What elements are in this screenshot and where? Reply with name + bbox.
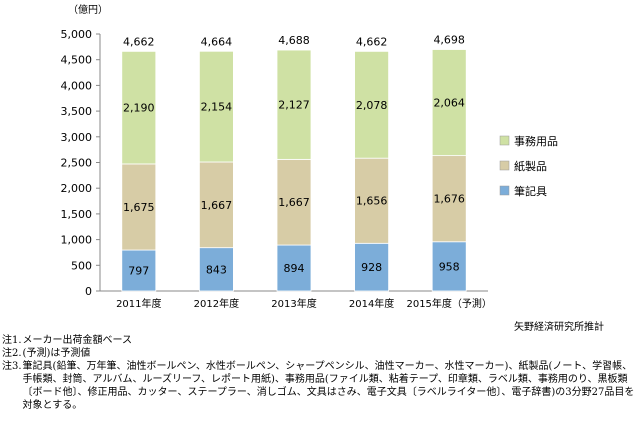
note-2-text: (予測)は予測値 [22, 348, 91, 359]
data-label: 1,675 [123, 201, 155, 214]
bar-segment-writing-instruments [431, 241, 467, 292]
note-3-text: 筆記具(鉛筆、万年筆、油性ボールペン、水性ボールペン、シャープペンシル、油性マー… [22, 361, 635, 411]
y-tick-label: 5,000 [61, 28, 93, 41]
y-axis-unit-label: （億円） [68, 5, 108, 16]
bar-segment-paper-products [121, 163, 157, 251]
source-label: 矢野経済研究所推計 [514, 322, 604, 333]
note-2: 注2. (予測)は予測値 [2, 347, 638, 360]
bar-segment-office-supplies [276, 49, 312, 160]
data-label: 2,078 [356, 99, 388, 112]
total-label: 4,662 [356, 35, 388, 48]
note-1-label: 注1. [2, 335, 22, 346]
y-tick-label: 3,500 [61, 105, 93, 118]
x-tick-label: 2011年度 [116, 297, 161, 310]
bar-segment-office-supplies [198, 50, 234, 163]
note-2-label: 注2. [2, 348, 22, 359]
bar-segment-office-supplies [431, 49, 467, 157]
data-label: 2,154 [201, 101, 233, 114]
y-tick-label: 4,000 [61, 79, 93, 92]
bar-segment-writing-instruments [276, 244, 312, 292]
legend-swatch [499, 185, 510, 196]
stacked-bar-chart: 0 500 1,000 1,500 2,000 2,500 3,000 3,500 4,000 4… [61, 28, 559, 310]
note-3: 注3. 筆記具(鉛筆、万年筆、油性ボールペン、水性ボールペン、シャープペンシル、… [2, 360, 638, 412]
y-tick-label: 3,000 [61, 131, 93, 144]
notes-section: 注1. メーカー出荷金額ベース 注2. (予測)は予測値 注3. 筆記具(鉛筆、… [2, 334, 638, 412]
y-tick-label: 500 [71, 259, 92, 272]
bar-segment-writing-instruments [121, 249, 157, 292]
total-label: 4,698 [433, 34, 465, 47]
data-label: 1,656 [356, 195, 388, 208]
x-tick-label: 2015年度（予測） [406, 297, 491, 310]
data-label: 797 [128, 265, 149, 278]
data-label: 843 [206, 263, 227, 276]
y-tick-label: 2,000 [61, 182, 93, 195]
data-label: 958 [439, 260, 460, 273]
data-label: 1,667 [201, 199, 233, 212]
x-tick-label: 2014年度 [349, 297, 394, 310]
bar-segment-paper-products [276, 158, 312, 246]
data-label: 928 [361, 261, 382, 274]
data-label: 894 [284, 262, 305, 275]
bar-segment-office-supplies [354, 50, 390, 159]
data-label: 2,127 [278, 99, 310, 112]
data-label: 2,190 [123, 102, 155, 115]
legend-swatch [499, 135, 510, 146]
note-3-label: 注3. [2, 361, 22, 372]
data-label: 1,667 [278, 196, 310, 209]
y-tick-label: 2,500 [61, 157, 93, 170]
note-1: 注1. メーカー出荷金額ベース [2, 334, 638, 347]
data-label: 2,064 [433, 97, 465, 110]
bar-segment-paper-products [198, 161, 234, 249]
legend-swatch [499, 160, 510, 171]
bar-segment-paper-products [354, 157, 390, 244]
y-tick-label: 1,000 [61, 234, 93, 247]
legend-entry: 紙製品 [514, 159, 547, 173]
legend-entry: 事務用品 [514, 134, 558, 148]
x-tick-label: 2013年度 [271, 297, 316, 310]
bar-segment-paper-products [431, 155, 467, 243]
total-label: 4,662 [123, 35, 155, 48]
y-tick-label: 4,500 [61, 54, 93, 67]
y-tick-label: 1,500 [61, 208, 93, 221]
bar-segment-office-supplies [121, 50, 157, 165]
total-label: 4,688 [278, 34, 310, 47]
note-1-text: メーカー出荷金額ベース [22, 335, 133, 346]
total-label: 4,664 [201, 35, 233, 48]
y-tick-label: 0 [85, 285, 92, 298]
legend-entry: 筆記具 [514, 184, 547, 198]
data-label: 1,676 [433, 193, 465, 206]
x-tick-label: 2012年度 [194, 297, 239, 310]
